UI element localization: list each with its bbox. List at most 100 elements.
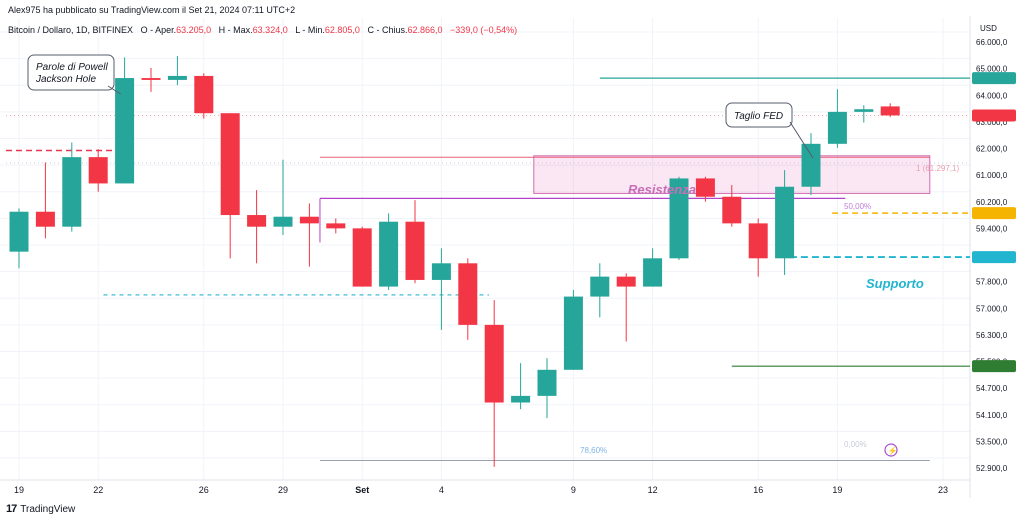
candle[interactable] xyxy=(537,358,557,419)
close-value: 62.866,0 xyxy=(407,25,443,35)
candle[interactable] xyxy=(458,258,478,340)
candle[interactable] xyxy=(511,363,531,410)
candle[interactable] xyxy=(141,67,161,92)
candle[interactable] xyxy=(299,203,319,267)
candle-body[interactable] xyxy=(643,258,663,287)
publisher-line: Alex975 ha pubblicato su TradingView.com… xyxy=(8,5,296,15)
price-label-tag xyxy=(972,251,1016,264)
candle-body[interactable] xyxy=(405,221,425,280)
candle-body[interactable] xyxy=(62,157,82,227)
candle-body[interactable] xyxy=(326,223,346,229)
time-tick-label: 12 xyxy=(648,485,658,495)
candle[interactable] xyxy=(273,159,293,236)
candle-body[interactable] xyxy=(167,75,187,80)
close-label: C - Chius. xyxy=(367,25,408,35)
candle[interactable] xyxy=(616,273,636,342)
drawings[interactable] xyxy=(6,77,970,461)
candle[interactable] xyxy=(722,185,742,227)
price-tick-label: 56.300,0 xyxy=(976,331,1008,340)
candle-body[interactable] xyxy=(748,223,768,259)
candle-body[interactable] xyxy=(194,75,214,114)
open-value: 63.205,0 xyxy=(176,25,212,35)
candle[interactable] xyxy=(62,142,82,232)
candle[interactable] xyxy=(352,226,372,287)
candle-body[interactable] xyxy=(273,216,293,227)
candle[interactable] xyxy=(643,248,663,287)
candle[interactable] xyxy=(484,300,504,467)
candle-body[interactable] xyxy=(616,276,636,287)
candle-body[interactable] xyxy=(511,395,531,403)
candle[interactable] xyxy=(801,133,821,196)
fib-level-0-label: 0,00% xyxy=(844,440,867,449)
candle-body[interactable] xyxy=(352,228,372,287)
candle[interactable] xyxy=(220,113,240,259)
candle[interactable] xyxy=(167,55,187,86)
time-tick-label: 9 xyxy=(571,485,576,495)
price-axis[interactable]: USD 66.000,0 65.000,0 64.000,0 63.000,0 62.00… xyxy=(972,24,1016,473)
powell-callout-text: Jackson Hole xyxy=(35,74,96,85)
price-label-tag xyxy=(972,360,1016,373)
candle-body[interactable] xyxy=(9,211,29,252)
candle[interactable] xyxy=(669,176,689,260)
ohlc-line: Bitcoin / Dollaro, 1D, BITFINEX O - Aper… xyxy=(8,25,517,35)
candle-body[interactable] xyxy=(379,221,399,287)
candle[interactable] xyxy=(695,176,715,202)
powell-callout-box[interactable] xyxy=(27,54,115,91)
candle[interactable] xyxy=(748,218,768,277)
candle[interactable] xyxy=(563,289,583,370)
symbol-label[interactable]: Bitcoin / Dollaro, 1D, BITFINEX xyxy=(8,25,134,35)
candle[interactable] xyxy=(405,200,425,284)
currency-label: USD xyxy=(980,24,997,33)
candle[interactable] xyxy=(854,105,874,123)
candle-body[interactable] xyxy=(722,196,742,224)
support-label: Supporto xyxy=(866,276,924,291)
candle-body[interactable] xyxy=(827,111,847,144)
candle[interactable] xyxy=(827,89,847,148)
candle[interactable] xyxy=(379,213,399,290)
candle[interactable] xyxy=(115,57,135,184)
candle-body[interactable] xyxy=(537,369,557,396)
candle[interactable] xyxy=(247,190,267,264)
fed-callout-box[interactable] xyxy=(725,102,793,128)
tradingview-logo[interactable]: 17 TradingView xyxy=(6,503,75,515)
candle-body[interactable] xyxy=(563,296,583,370)
candle-body[interactable] xyxy=(247,215,267,227)
price-tick-label: 52.900,0 xyxy=(976,464,1008,473)
candle-body[interactable] xyxy=(115,78,135,184)
candle-body[interactable] xyxy=(88,157,108,184)
resistance-zone[interactable] xyxy=(533,155,931,194)
candle-body[interactable] xyxy=(484,324,504,403)
candle[interactable] xyxy=(9,208,29,269)
candle-body[interactable] xyxy=(458,263,478,325)
candle-body[interactable] xyxy=(35,211,55,227)
candle[interactable] xyxy=(35,162,55,239)
candle[interactable] xyxy=(775,170,795,275)
candles[interactable] xyxy=(9,55,900,467)
candle-body[interactable] xyxy=(590,276,610,297)
candle-body[interactable] xyxy=(854,109,874,112)
candle-body[interactable] xyxy=(669,178,689,259)
candle[interactable] xyxy=(880,103,900,118)
fed-callout-text: Taglio FED xyxy=(734,111,783,122)
candle[interactable] xyxy=(590,263,610,318)
candle-body[interactable] xyxy=(299,216,319,224)
price-tick-label: 59.400,0 xyxy=(976,224,1008,233)
time-axis[interactable]: 19 22 26 29 Set 4 9 12 16 19 23 xyxy=(14,485,948,495)
candle[interactable] xyxy=(88,149,108,192)
price-tick-label: 54.700,0 xyxy=(976,384,1008,393)
price-label-tag xyxy=(972,109,1016,122)
lightning-icon[interactable] xyxy=(884,443,898,457)
candle-body[interactable] xyxy=(880,106,900,116)
candle[interactable] xyxy=(326,218,346,234)
candle-body[interactable] xyxy=(141,78,161,80)
candle-body[interactable] xyxy=(775,186,795,259)
candle[interactable] xyxy=(194,73,214,119)
time-tick-label: Set xyxy=(355,485,369,495)
candle-body[interactable] xyxy=(695,178,715,197)
candle[interactable] xyxy=(431,248,451,330)
candle-body[interactable] xyxy=(431,263,451,280)
fib-level-50-label: 50,00% xyxy=(844,202,871,211)
candle-body[interactable] xyxy=(220,113,240,216)
candle-body[interactable] xyxy=(801,143,821,187)
